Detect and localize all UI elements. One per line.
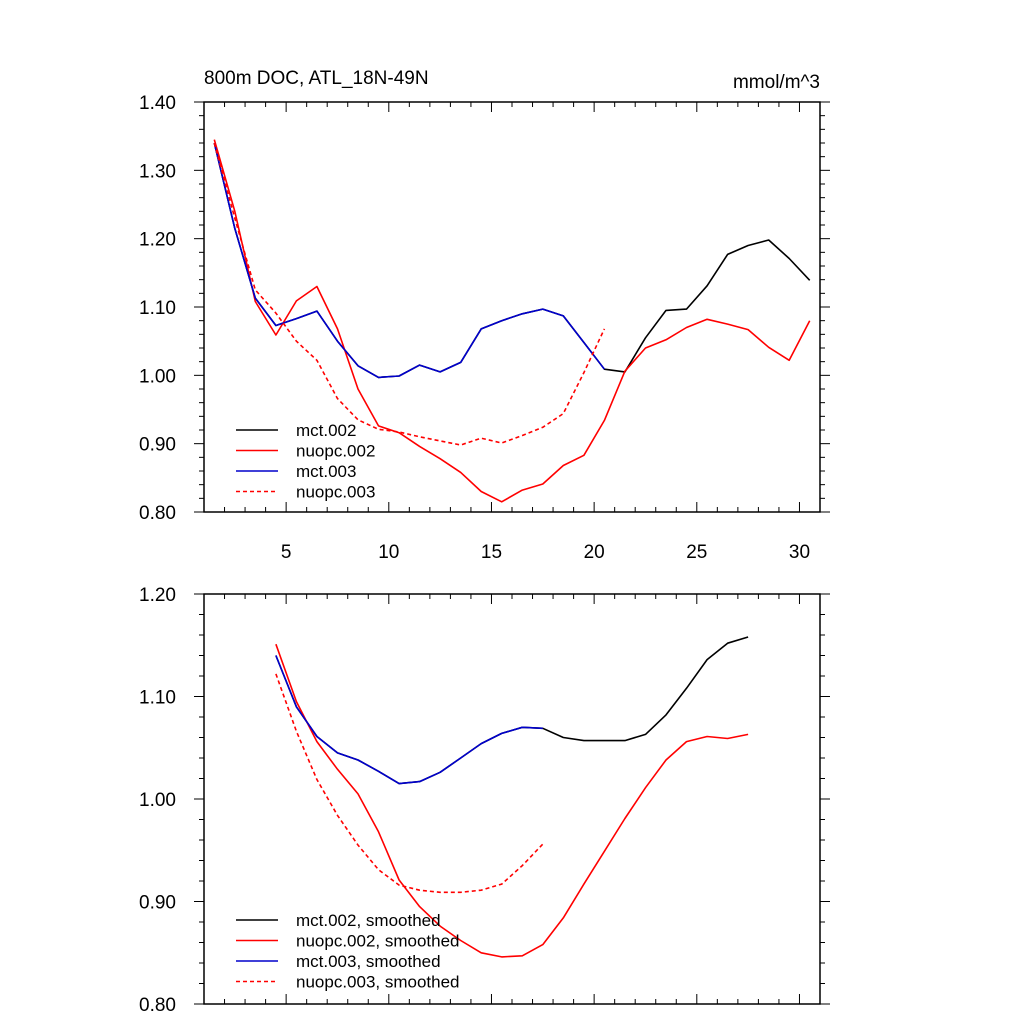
legend-label: nuopc.002	[296, 442, 375, 461]
series-line-mct-003-smoothed	[275, 655, 543, 785]
series-line-nuopc-003	[213, 142, 606, 446]
top-axis-layer: 5 10 15 20 25 30 0.80 0.90 1.00 1.10 1.20 1.30 1.40	[139, 93, 830, 563]
y-tick-label: 1.30	[139, 161, 176, 182]
x-tick-label: 15	[481, 542, 502, 563]
top-panel: 800m DOC, ATL_18N-49N mmol/m^3 5 10 15 20 25…	[139, 68, 830, 563]
y-tick-label: 0.80	[139, 995, 176, 1016]
y-tick-label: 1.40	[139, 93, 176, 114]
top-series-layer	[213, 139, 811, 503]
legend-label: mct.003, smoothed	[296, 952, 441, 971]
y-tick-label: 1.20	[139, 585, 176, 606]
y-tick-label: 1.10	[139, 298, 176, 319]
series-line-nuopc-002	[213, 139, 811, 503]
y-tick-label: 0.90	[139, 435, 176, 456]
x-tick-label: 20	[584, 542, 605, 563]
series-line-nuopc-003-smoothed	[275, 673, 544, 894]
bottom-series-layer	[275, 636, 749, 958]
top-chart-title: 800m DOC, ATL_18N-49N	[204, 68, 429, 89]
y-tick-label: 1.10	[139, 688, 176, 709]
series-line-mct-002-smoothed	[275, 636, 749, 785]
y-tick-label: 1.20	[139, 230, 176, 251]
bottom-axis-layer: 0.80 0.90 1.00 1.10 1.20	[139, 585, 830, 1016]
series-line-mct-003	[213, 142, 606, 379]
bottom-panel: 0.80 0.90 1.00 1.10 1.20 mct.002, smoothed nu…	[139, 585, 830, 1016]
legend-label: nuopc.003, smoothed	[296, 973, 460, 992]
x-tick-label: 30	[789, 542, 810, 563]
x-tick-label: 25	[686, 542, 707, 563]
series-line-mct-002	[213, 142, 811, 379]
bottom-legend: mct.002, smoothed nuopc.002, smoothedmct.…	[236, 911, 460, 992]
legend-label: mct.002, smoothed	[296, 911, 441, 930]
series-line-nuopc-002-smoothed	[275, 643, 749, 958]
x-tick-label: 5	[281, 542, 292, 563]
x-tick-label: 10	[378, 542, 399, 563]
legend-label: mct.003	[296, 462, 356, 481]
legend-label: nuopc.003	[296, 483, 375, 502]
y-tick-label: 1.00	[139, 366, 176, 387]
legend-label: mct.002	[296, 421, 356, 440]
legend-label: nuopc.002, smoothed	[296, 932, 460, 951]
y-tick-label: 0.90	[139, 893, 176, 914]
y-tick-label: 1.00	[139, 790, 176, 811]
y-tick-label: 0.80	[139, 503, 176, 524]
top-chart-units: mmol/m^3	[733, 72, 820, 93]
